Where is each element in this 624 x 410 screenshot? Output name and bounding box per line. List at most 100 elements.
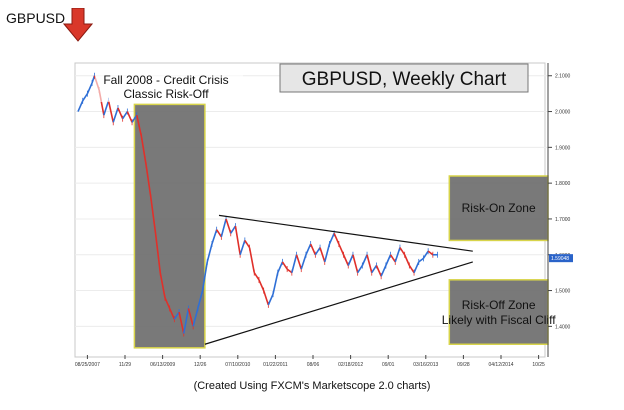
price-segment <box>418 257 424 263</box>
price-segment <box>309 243 317 256</box>
price-segment <box>267 293 274 306</box>
price-segment <box>201 261 209 291</box>
price-segment <box>427 250 434 256</box>
price-segment <box>211 229 218 245</box>
price-segment <box>164 297 171 309</box>
price-segment <box>286 268 293 274</box>
price-segment <box>347 254 354 266</box>
price-segment <box>86 82 93 94</box>
price-segment <box>277 261 284 273</box>
price-segment <box>258 279 265 291</box>
price-segment <box>225 218 232 234</box>
price-segment <box>182 308 190 334</box>
price-segment <box>234 225 241 255</box>
price-segment <box>168 308 176 320</box>
price-segment <box>413 261 420 273</box>
price-segment <box>154 233 162 273</box>
price-tick-label: 1.7000 <box>555 217 571 223</box>
price-segment <box>239 240 246 256</box>
upper-trendline <box>218 214 473 252</box>
time-tick-label: 07/10/2010 <box>225 362 250 368</box>
price-segment <box>403 254 411 266</box>
time-tick-label: 09/01 <box>382 362 395 368</box>
price-segment <box>361 254 368 266</box>
price-segment <box>121 111 129 120</box>
title-box <box>279 63 529 93</box>
price-segment <box>197 290 204 309</box>
price-segment <box>375 265 382 277</box>
time-tick-label: 02/18/2012 <box>338 362 363 368</box>
annotations-layer: GBPUSD, Weekly Chart Fall 2008 - Credit C… <box>95 63 556 327</box>
risk-on-label: Risk-On Zone <box>462 201 536 215</box>
price-segment <box>380 265 387 277</box>
crisis-label-bg <box>95 70 243 102</box>
price-segment <box>140 136 147 166</box>
price-tick-label: 1.4000 <box>555 324 571 330</box>
price-segment <box>338 243 345 256</box>
risk-off-zone <box>448 279 549 346</box>
time-tick-label: 08/25/2007 <box>75 362 100 368</box>
price-segment <box>408 265 415 274</box>
price-segment <box>244 239 251 249</box>
price-tick-label: 2.0000 <box>555 110 571 116</box>
price-segment <box>107 100 115 123</box>
price-segment <box>314 247 321 256</box>
price-segment <box>399 247 406 256</box>
price-segment <box>178 311 185 334</box>
price-segment <box>352 254 359 273</box>
price-tick-label: 1.8000 <box>555 181 571 187</box>
price-segment <box>394 247 401 263</box>
price-segment <box>342 254 349 266</box>
price-tick-label: 1.9000 <box>555 145 571 151</box>
triangle-trendlines <box>204 214 473 345</box>
price-segment <box>272 272 279 295</box>
price-segment <box>192 308 199 327</box>
price-segment <box>371 265 378 274</box>
price-segment <box>230 225 237 234</box>
price-segment <box>389 254 396 263</box>
price-segment <box>82 93 89 102</box>
price-segment <box>385 254 392 266</box>
time-tick-label: 06/13/2009 <box>150 362 175 368</box>
risk-off-label-line1: Risk-Off Zone <box>462 298 536 312</box>
price-segment <box>248 247 256 273</box>
axes-layer: 2.10002.00001.90001.80001.70001.60001.50… <box>75 63 573 368</box>
price-series <box>77 72 438 337</box>
time-tick-label: 03/16/2013 <box>413 362 438 368</box>
price-segment <box>112 107 119 123</box>
last-price-tag <box>549 254 573 263</box>
price-segment <box>187 308 194 327</box>
price-segment <box>220 218 227 238</box>
price-segment <box>295 254 303 270</box>
risk-off-label-line2: Likely with Fiscal Cliff <box>442 313 556 327</box>
price-segment <box>206 243 213 263</box>
crisis-label-line2: Classic Risk-Off <box>123 87 209 101</box>
price-segment <box>150 197 157 234</box>
chart-caption: (Created Using FXCM's Marketscope 2.0 ch… <box>193 380 431 392</box>
price-segment <box>291 254 298 273</box>
price-segment <box>126 111 133 123</box>
weekly-chart: 2.10002.00001.90001.80001.70001.60001.50… <box>74 62 573 368</box>
price-segment <box>422 250 429 259</box>
price-segment <box>281 261 288 270</box>
time-tick-label: 01/22/2011 <box>263 362 288 368</box>
price-segment <box>305 243 312 256</box>
time-tick-label: 04/12/2014 <box>488 362 513 368</box>
time-tick-label: 12/26 <box>194 362 207 368</box>
price-tick-label: 1.5000 <box>555 289 571 295</box>
lower-trendline <box>204 261 473 345</box>
price-segment <box>103 100 110 116</box>
chart-title: GBPUSD, Weekly Chart <box>302 69 507 90</box>
price-segment <box>77 100 84 112</box>
price-segment <box>173 311 180 320</box>
price-tick-label: 2.1000 <box>555 74 571 80</box>
time-tick-label: 11/29 <box>119 362 131 368</box>
price-segment <box>319 247 326 263</box>
price-segment <box>117 107 124 120</box>
price-segment <box>300 254 307 270</box>
price-segment <box>366 254 373 273</box>
price-segment <box>253 272 260 281</box>
price-segment <box>328 232 335 245</box>
price-segment <box>333 232 340 245</box>
price-segment <box>323 243 331 263</box>
